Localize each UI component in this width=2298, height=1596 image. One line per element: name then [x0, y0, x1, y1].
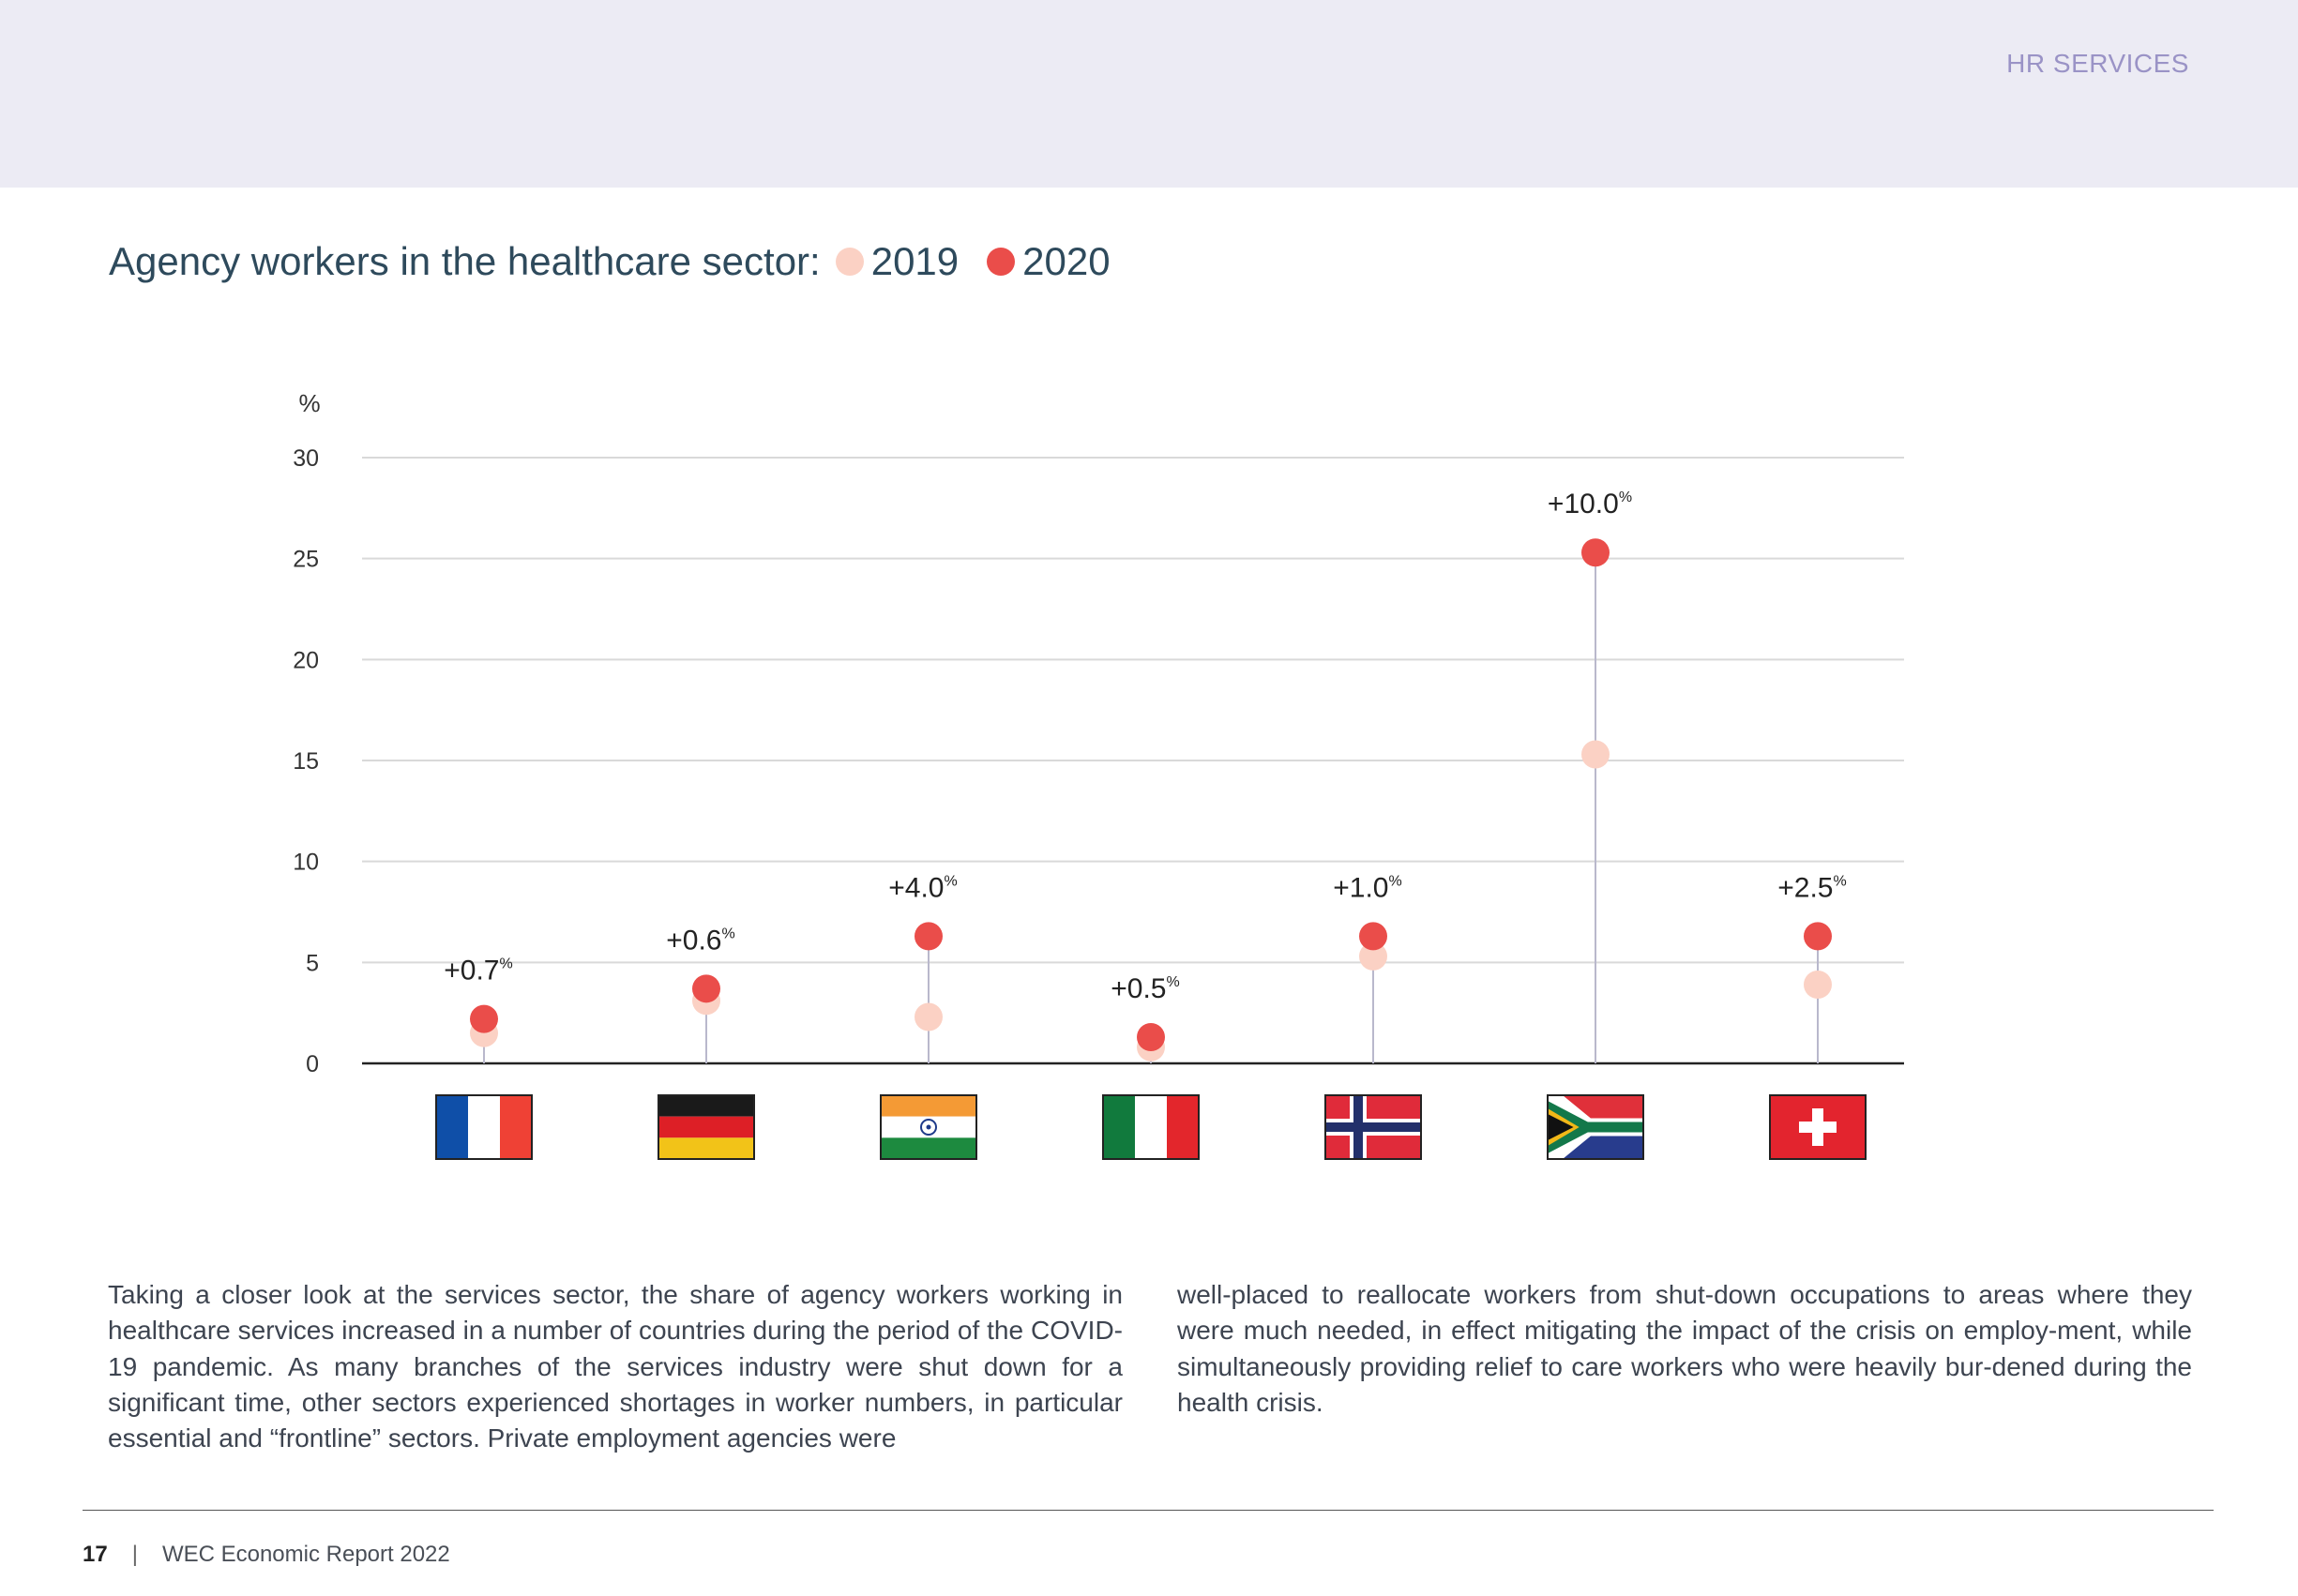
- dot-plot-chart: % 0 5 10 15 20 25 30 +0.7% +0.6% +4.0% +0.5% +1.0% +1…: [293, 389, 1904, 1160]
- y-tick-label: 20: [293, 647, 319, 673]
- body-text-right: well-placed to reallocate workers from s…: [1177, 1280, 2192, 1417]
- norway-flag: [1324, 1094, 1422, 1160]
- y-tick-label: 5: [306, 950, 319, 976]
- switzerland-flag: [1769, 1094, 1867, 1160]
- y-tick-label: 0: [306, 1051, 319, 1077]
- change-label: +1.0%: [1333, 872, 1401, 903]
- legend-2020-dot: [987, 248, 1016, 276]
- italy-flag: [1102, 1094, 1200, 1160]
- change-label-unit: %: [722, 926, 735, 941]
- chart-title-text: Agency workers in the healthcare sector:: [109, 239, 821, 283]
- dot-2020: [1137, 1023, 1165, 1052]
- report-title: WEC Economic Report 2022: [161, 1542, 450, 1567]
- south-africa-flag: [1547, 1094, 1644, 1160]
- dot-2020: [1804, 922, 1832, 951]
- dot-2020: [1359, 922, 1387, 951]
- footer-divider: [83, 1510, 2214, 1511]
- y-tick-label: 30: [293, 445, 319, 472]
- y-axis-unit: %: [298, 389, 320, 417]
- legend-2019-label: 2019: [870, 239, 960, 283]
- page-number: 17: [83, 1542, 108, 1567]
- dot-2019: [1804, 971, 1832, 1000]
- legend-2020-label: 2020: [1022, 239, 1111, 283]
- change-label: +10.0%: [1548, 489, 1632, 519]
- dot-2020: [915, 922, 943, 951]
- dot-2020: [470, 1004, 498, 1033]
- change-label: +0.6%: [666, 925, 734, 956]
- change-label-unit: %: [945, 873, 958, 889]
- footer-separator: |: [131, 1542, 138, 1567]
- france-flag: [435, 1094, 533, 1160]
- change-label: +0.5%: [1111, 973, 1179, 1004]
- change-label: +0.7%: [444, 956, 512, 986]
- change-label: +4.0%: [888, 872, 957, 903]
- change-label-unit: %: [1389, 873, 1402, 889]
- section-label: HR SERVICES: [2006, 49, 2189, 78]
- change-label: +2.5%: [1777, 872, 1846, 903]
- india-flag: [880, 1094, 977, 1160]
- chart-title: Agency workers in the healthcare sector:…: [109, 239, 1111, 284]
- change-label-unit: %: [1167, 974, 1180, 990]
- legend-2019-dot: [835, 248, 864, 276]
- dot-2020: [1581, 538, 1610, 567]
- germany-flag: [658, 1094, 755, 1160]
- body-text-left: Taking a closer look at the services sec…: [108, 1280, 1123, 1453]
- y-tick-label: 10: [293, 850, 319, 876]
- y-tick-label: 25: [293, 547, 319, 573]
- dot-2019: [915, 1002, 943, 1031]
- dot-2019: [1581, 740, 1610, 769]
- footer: 17 | WEC Economic Report 2022: [83, 1542, 450, 1568]
- y-tick-label: 15: [293, 748, 319, 775]
- change-label-unit: %: [500, 956, 513, 972]
- header-band: [0, 0, 2298, 188]
- dot-2020: [692, 974, 720, 1003]
- change-label-unit: %: [1619, 489, 1632, 505]
- dot-2019: [1359, 941, 1387, 971]
- change-label-unit: %: [1834, 873, 1847, 889]
